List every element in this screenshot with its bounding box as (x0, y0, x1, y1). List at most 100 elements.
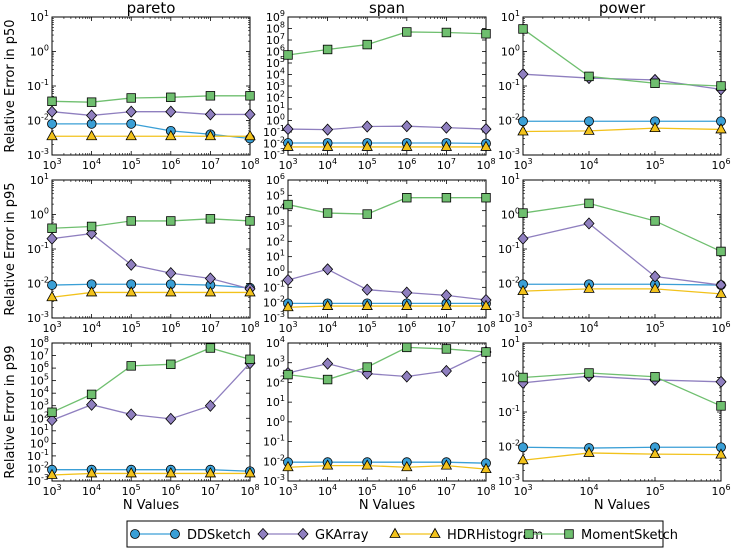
point-hdrhistogram (440, 299, 453, 310)
point-hdrhistogram (165, 129, 177, 141)
y-tick-label: 106 (266, 172, 285, 187)
subplot-title: span (369, 0, 405, 17)
x-tick-label: 103 (278, 483, 297, 498)
y-tick-label: 104 (266, 203, 285, 218)
point-gkarray (322, 123, 334, 136)
y-tick-label: 106 (266, 44, 285, 59)
x-tick-label: 103 (278, 320, 297, 335)
point-hdrhistogram (204, 129, 217, 141)
y-tick-label: 102 (266, 374, 285, 389)
y-tick-label: 100 (266, 113, 285, 128)
point-hdrhistogram (401, 299, 413, 310)
point-momentsketch (362, 39, 372, 50)
point-hdrhistogram (361, 459, 373, 470)
point-gkarray (46, 414, 58, 427)
x-tick-label: 103 (42, 320, 61, 335)
x-tick-label: 103 (513, 320, 532, 335)
point-gkarray (165, 105, 177, 118)
x-tick-label: 103 (513, 157, 532, 172)
series-line-ddsketch (52, 469, 251, 472)
point-gkarray (165, 412, 177, 425)
plot-frame (522, 342, 722, 482)
point-hdrhistogram (165, 467, 177, 478)
x-tick-label: 105 (358, 320, 377, 335)
plot-frame (287, 342, 487, 482)
point-momentsketch (166, 359, 176, 370)
point-ddsketch (584, 116, 594, 127)
point-momentsketch (322, 374, 333, 385)
y-tick-label: 100 (501, 207, 520, 222)
y-tick-label: 10-1 (498, 241, 520, 256)
x-tick-label: 107 (437, 157, 456, 172)
legend-marker-momentsketch (564, 529, 574, 539)
x-tick-label: 108 (476, 483, 495, 498)
point-hdrhistogram (583, 282, 595, 293)
x-tick-label: 108 (476, 320, 495, 335)
series-line-hdrhistogram (522, 452, 722, 461)
point-gkarray (322, 263, 334, 276)
series-line-ddsketch (522, 446, 721, 449)
point-hdrhistogram (85, 467, 98, 478)
point-momentsketch (518, 208, 528, 218)
point-momentsketch (402, 193, 412, 203)
point-momentsketch (86, 97, 97, 107)
y-tick-label: 105 (266, 55, 285, 70)
point-hdrhistogram (125, 286, 137, 297)
legend-marker-gkarray (297, 527, 309, 541)
y-tick-label: 108 (30, 335, 49, 350)
x-tick-label: 107 (201, 157, 220, 172)
point-hdrhistogram (517, 453, 529, 465)
point-hdrhistogram (583, 124, 595, 135)
point-momentsketch (716, 81, 726, 91)
x-tick-label: 103 (278, 157, 297, 172)
y-tick-label: 10-3 (498, 147, 520, 162)
series-line-momentsketch (51, 218, 251, 229)
point-hdrhistogram (46, 129, 58, 141)
x-tick-label: 104 (318, 157, 337, 172)
y-tick-label: 101 (501, 9, 520, 24)
x-tick-label: 105 (645, 483, 664, 498)
x-tick-label: 104 (579, 157, 598, 172)
point-gkarray (440, 364, 452, 378)
y-tick-label: 10-3 (263, 310, 285, 325)
y-tick-label: 10-1 (498, 78, 520, 93)
point-momentsketch (322, 44, 333, 55)
y-tick-label: 10-3 (498, 310, 520, 325)
point-momentsketch (402, 27, 412, 37)
series-line-hdrhistogram (287, 305, 486, 308)
point-gkarray (204, 399, 216, 412)
x-tick-label: 105 (122, 157, 141, 172)
y-tick-label: 103 (266, 78, 285, 93)
legend-marker-hdrhistogram (389, 527, 401, 538)
point-momentsketch (481, 347, 491, 357)
y-tick-label: 102 (266, 90, 285, 105)
point-hdrhistogram (361, 140, 373, 151)
point-gkarray (46, 232, 58, 245)
point-hdrhistogram (517, 125, 529, 136)
x-tick-label: 104 (318, 483, 337, 498)
y-tick-label: 10-1 (263, 434, 285, 449)
y-tick-label: 100 (30, 44, 49, 59)
subplot-3-2: 10-3 10-2 10-1 100 101 102 103 104 103 104 105 106 1… (263, 335, 496, 513)
series-line-gkarray (287, 268, 487, 301)
point-momentsketch (362, 209, 372, 219)
point-hdrhistogram (583, 446, 595, 457)
x-tick-label: 104 (579, 483, 598, 498)
point-momentsketch (584, 198, 594, 209)
x-tick-label: 106 (711, 157, 730, 172)
point-hdrhistogram (244, 129, 256, 141)
point-momentsketch (322, 208, 333, 218)
subplot-1-1: 10-3 10-2 10-1 100 101 103 104 105 106 107 108 pare… (3, 0, 260, 172)
x-tick-label: 104 (82, 320, 101, 335)
x-tick-label: 108 (476, 157, 495, 172)
point-momentsketch (481, 193, 491, 203)
y-tick-label: 108 (266, 21, 285, 36)
point-gkarray (517, 68, 529, 81)
x-tick-label: 108 (240, 483, 259, 498)
y-tick-label: 103 (30, 398, 49, 413)
y-tick-label: 105 (30, 373, 49, 388)
point-momentsketch (402, 342, 412, 353)
point-momentsketch (245, 354, 255, 365)
